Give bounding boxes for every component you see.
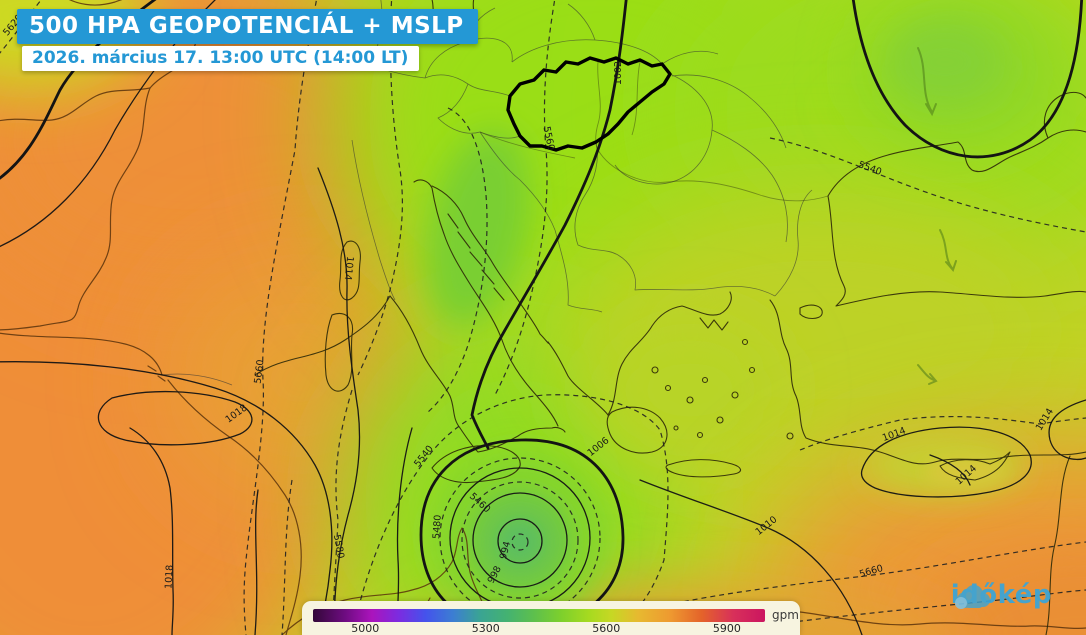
isobar-label: 1002 (613, 61, 624, 85)
coastline-east (254, 0, 1086, 635)
geopotential-label: 5580 (331, 534, 346, 560)
title-banner: 500 HPA GEOPOTENCIÁL + MSLP (17, 9, 478, 44)
cloud-icon (954, 585, 990, 609)
idokep-logo[interactable]: időkép (951, 582, 1052, 609)
isobar-label: 994 (498, 540, 513, 560)
colorbar-tick: 5300 (471, 622, 500, 635)
subtitle-banner: 2026. március 17. 13:00 UTC (14:00 LT) (22, 46, 420, 71)
colorbar-legend: gpm 5000 5300 5600 5900 (302, 601, 800, 635)
hungary-outline (506, 56, 672, 152)
geopotential-label: 5560 (541, 126, 557, 152)
map-title: 500 HPA GEOPOTENCIÁL + MSLP (29, 13, 464, 39)
colorbar-tick: 5000 (351, 622, 380, 635)
isobar-label: 1018 (163, 565, 175, 590)
geopotential-label: 5480 (431, 514, 444, 539)
colorbar-gradient (313, 609, 765, 622)
river-arrows (917, 47, 957, 385)
map-subtitle: 2026. március 17. 13:00 UTC (14:00 LT) (32, 48, 409, 68)
isobar-label: 1014 (342, 256, 355, 281)
colorbar-tick: 5900 (712, 622, 741, 635)
geopotential-label: 5660 (253, 359, 267, 384)
colorbar-tick: 5600 (592, 622, 621, 635)
rivers (479, 61, 829, 202)
colorbar-unit: gpm (772, 608, 799, 622)
